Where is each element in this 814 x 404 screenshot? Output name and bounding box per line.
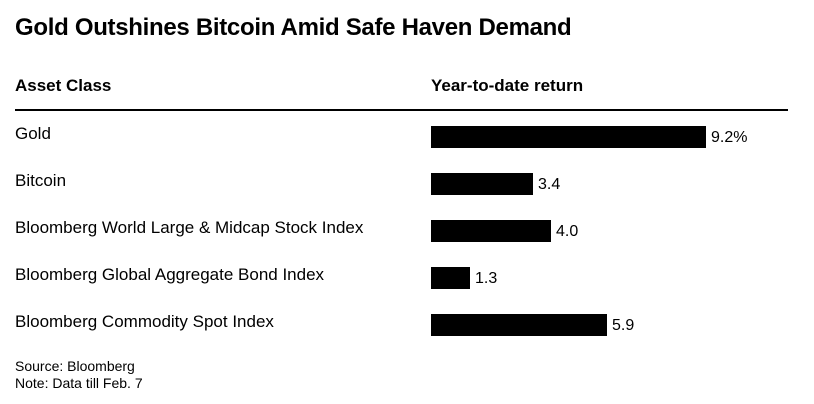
bar — [431, 220, 551, 242]
source-note: Source: Bloomberg — [15, 358, 135, 374]
value-label: 9.2% — [711, 129, 748, 146]
value-label: 5.9 — [612, 317, 635, 334]
bar-row: Bloomberg World Large & Midcap Stock Ind… — [0, 212, 814, 252]
bar — [431, 126, 706, 148]
header-rule — [15, 109, 788, 111]
value-label: 4.0 — [556, 223, 579, 240]
bar — [431, 173, 533, 195]
bar-row: Bloomberg Global Aggregate Bond Index 1.3 — [0, 259, 814, 299]
chart-title: Gold Outshines Bitcoin Amid Safe Haven D… — [15, 14, 572, 41]
bar — [431, 314, 607, 336]
category-label: Bloomberg Commodity Spot Index — [15, 312, 274, 331]
category-label: Gold — [15, 124, 51, 143]
category-label: Bloomberg World Large & Midcap Stock Ind… — [15, 218, 364, 237]
bar-row: Bitcoin 3.4 — [0, 165, 814, 205]
bar — [431, 267, 470, 289]
value-label: 1.3 — [475, 270, 498, 287]
bar-row: Gold 9.2% — [0, 118, 814, 158]
column-header-asset-class: Asset Class — [15, 76, 112, 95]
value-label: 3.4 — [538, 176, 561, 193]
bar-row: Bloomberg Commodity Spot Index 5.9 — [0, 306, 814, 346]
category-label: Bitcoin — [15, 171, 67, 190]
category-label: Bloomberg Global Aggregate Bond Index — [15, 265, 325, 284]
column-header-ytd-return: Year-to-date return — [431, 76, 584, 95]
data-note: Note: Data till Feb. 7 — [15, 375, 143, 391]
